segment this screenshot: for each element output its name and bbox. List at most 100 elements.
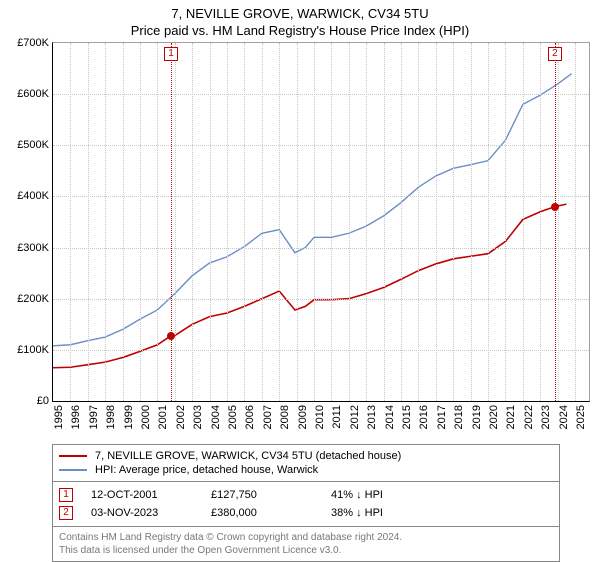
legend-label: HPI: Average price, detached house, Warw… (95, 464, 318, 476)
grid-v (88, 43, 89, 401)
xtick-label: 2024 (558, 405, 570, 429)
grid-v (331, 43, 332, 401)
xtick-label: 2011 (331, 405, 343, 429)
footer-line2: This data is licensed under the Open Gov… (59, 544, 553, 557)
xtick-label: 2020 (488, 405, 500, 429)
grid-h (53, 196, 589, 197)
footer-attribution: Contains HM Land Registry data © Crown c… (52, 527, 560, 562)
series-hpi (53, 74, 572, 346)
grid-v (244, 43, 245, 401)
xtick-label: 1996 (70, 405, 82, 429)
ytick-label: £100K (17, 344, 49, 356)
grid-v (488, 43, 489, 401)
xtick-label: 2023 (540, 405, 552, 429)
grid-v (540, 43, 541, 401)
xtick-label: 2004 (210, 405, 222, 429)
sale-date: 12-OCT-2001 (91, 489, 211, 501)
chart-title: 7, NEVILLE GROVE, WARWICK, CV34 5TU (0, 0, 600, 21)
xtick-label: 2013 (366, 405, 378, 429)
xtick-label: 1995 (53, 405, 65, 429)
grid-v (471, 43, 472, 401)
ytick-label: £700K (17, 37, 49, 49)
chart-subtitle: Price paid vs. HM Land Registry's House … (0, 21, 600, 42)
grid-v (105, 43, 106, 401)
xtick-label: 2016 (418, 405, 430, 429)
grid-v (262, 43, 263, 401)
ytick-label: £500K (17, 139, 49, 151)
grid-v (314, 43, 315, 401)
grid-v (70, 43, 71, 401)
xtick-label: 2017 (436, 405, 448, 429)
grid-h (53, 299, 589, 300)
sale-marker (551, 203, 559, 211)
sale-vline (555, 43, 556, 401)
footer-line1: Contains HM Land Registry data © Crown c… (59, 531, 553, 544)
xtick-label: 2007 (262, 405, 274, 429)
grid-v (157, 43, 158, 401)
legend-row: HPI: Average price, detached house, Warw… (59, 463, 553, 477)
ytick-label: £400K (17, 190, 49, 202)
xtick-label: 2021 (505, 405, 517, 429)
sale-hpi: 41% ↓ HPI (331, 489, 553, 501)
sale-number-box: 2 (59, 506, 73, 520)
ytick-label: £0 (37, 395, 49, 407)
xtick-label: 2001 (157, 405, 169, 429)
sales-table: 1 12-OCT-2001£127,75041% ↓ HPI 2 03-NOV-202… (52, 482, 560, 527)
grid-v (418, 43, 419, 401)
xtick-label: 2006 (244, 405, 256, 429)
grid-v (401, 43, 402, 401)
xtick-label: 1997 (88, 405, 100, 429)
grid-v (297, 43, 298, 401)
sale-row: 2 03-NOV-2023£380,00038% ↓ HPI (59, 504, 553, 522)
grid-v (366, 43, 367, 401)
xtick-label: 2025 (575, 405, 587, 429)
grid-v (505, 43, 506, 401)
ytick-label: £300K (17, 242, 49, 254)
ytick-label: £600K (17, 88, 49, 100)
legend-label: 7, NEVILLE GROVE, WARWICK, CV34 5TU (det… (95, 450, 401, 462)
xtick-label: 2022 (523, 405, 535, 429)
xtick-label: 2015 (401, 405, 413, 429)
xtick-label: 2010 (314, 405, 326, 429)
grid-v (453, 43, 454, 401)
xtick-label: 2008 (279, 405, 291, 429)
xtick-label: 2014 (384, 405, 396, 429)
xtick-label: 2000 (140, 405, 152, 429)
grid-h (53, 350, 589, 351)
grid-h (53, 145, 589, 146)
xtick-label: 1998 (105, 405, 117, 429)
grid-v (349, 43, 350, 401)
grid-v (140, 43, 141, 401)
sale-number-box: 1 (59, 488, 73, 502)
chart-area: £0£100K£200K£300K£400K£500K£600K£700K199… (52, 42, 590, 402)
sale-hpi: 38% ↓ HPI (331, 507, 553, 519)
xtick-label: 2009 (297, 405, 309, 429)
legend-swatch (59, 469, 87, 471)
grid-v (175, 43, 176, 401)
xtick-label: 2012 (349, 405, 361, 429)
legend: 7, NEVILLE GROVE, WARWICK, CV34 5TU (det… (52, 444, 560, 482)
grid-v (436, 43, 437, 401)
legend-swatch (59, 455, 87, 457)
series-price_paid (53, 204, 566, 368)
xtick-label: 1999 (123, 405, 135, 429)
xtick-label: 2019 (471, 405, 483, 429)
xtick-label: 2005 (227, 405, 239, 429)
grid-v (123, 43, 124, 401)
grid-v (558, 43, 559, 401)
grid-v (575, 43, 576, 401)
grid-v (210, 43, 211, 401)
grid-v (279, 43, 280, 401)
xtick-label: 2003 (192, 405, 204, 429)
sale-vline-label: 2 (548, 47, 562, 61)
grid-v (523, 43, 524, 401)
sale-price: £127,750 (211, 489, 331, 501)
xtick-label: 2002 (175, 405, 187, 429)
grid-v (192, 43, 193, 401)
sale-marker (167, 332, 175, 340)
sale-vline-label: 1 (164, 47, 178, 61)
ytick-label: £200K (17, 293, 49, 305)
sale-date: 03-NOV-2023 (91, 507, 211, 519)
chart-lines (53, 43, 589, 401)
sale-price: £380,000 (211, 507, 331, 519)
